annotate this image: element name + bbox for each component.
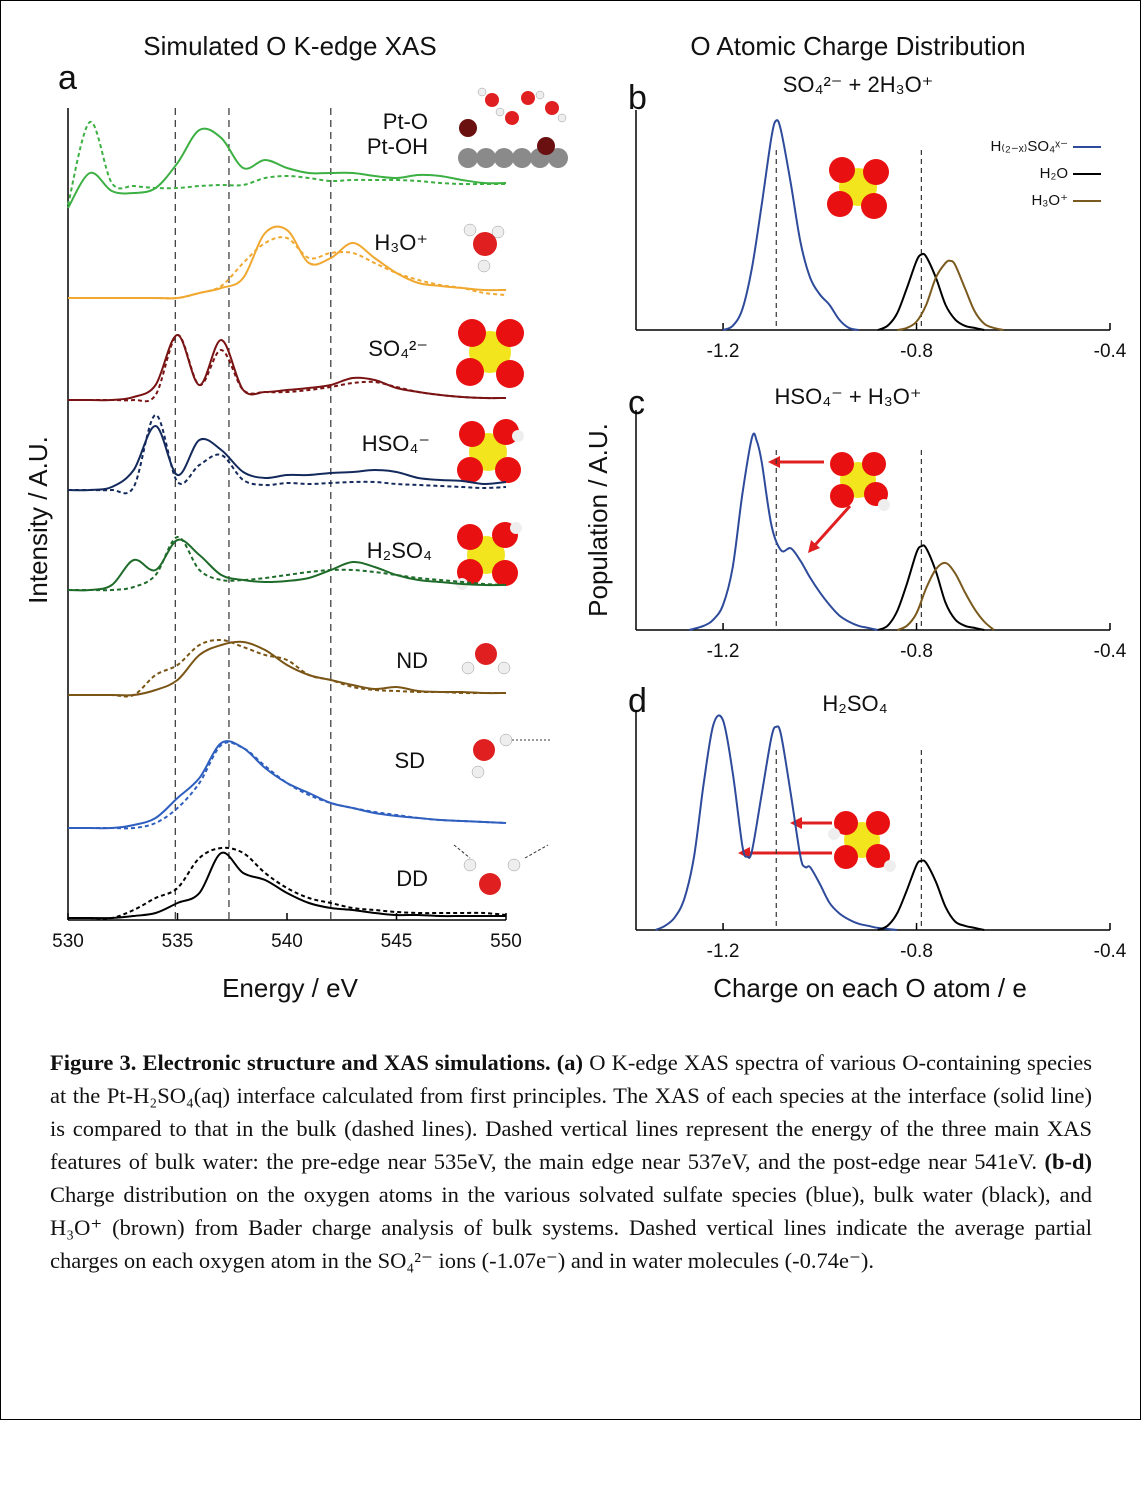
- molecule-icons: [454, 88, 896, 895]
- species-label: DD: [396, 866, 428, 891]
- sulfuric-acid-icon: [456, 522, 522, 590]
- hydronium-icon: [464, 224, 504, 272]
- distribution-line: [897, 563, 994, 630]
- bulk-spectrum: [68, 237, 506, 298]
- bulk-spectrum: [68, 640, 506, 697]
- sulfate-icon: [456, 319, 524, 388]
- panel-label: d: [628, 682, 647, 720]
- x-tick-label: 535: [162, 931, 194, 952]
- species-label: SO₄²⁻: [368, 336, 428, 361]
- species-label: Pt-O: [383, 109, 428, 134]
- figure-caption: Figure 3. Electronic structure and XAS s…: [50, 1046, 1092, 1277]
- panel-header: Simulated O K-edge XAS: [143, 31, 436, 61]
- water-icon: [472, 734, 550, 778]
- panel-title: HSO₄⁻ + H₃O⁺: [775, 384, 922, 409]
- bulk-spectrum: [68, 415, 506, 493]
- interface-spectrum: [68, 642, 506, 696]
- x-tick-label: 550: [490, 931, 522, 952]
- water-icon: [462, 643, 510, 674]
- caption-title: Electronic structure and XAS simulations…: [143, 1050, 551, 1075]
- distribution-line: [723, 120, 858, 330]
- y-axis-label: Population / A.U.: [583, 423, 613, 617]
- interface-spectrum: [68, 426, 506, 490]
- distribution-line: [878, 860, 984, 930]
- interface-spectrum: [68, 335, 506, 400]
- x-tick-label: -1.2: [707, 641, 740, 662]
- caption-text: Charge distribution on the oxygen atoms …: [50, 1182, 1092, 1273]
- interface-spectrum: [68, 540, 506, 591]
- x-axis-label: Charge on each O atom / e: [713, 973, 1027, 1003]
- figure: Simulated O K-edge XAS O Atomic Charge D…: [0, 0, 1143, 1030]
- species-label: ND: [396, 648, 428, 673]
- bulk-spectrum: [68, 335, 506, 401]
- x-tick-label: 540: [271, 931, 303, 952]
- interface-spectrum: [68, 741, 506, 828]
- legend-label: H₂O: [1040, 165, 1068, 182]
- panel-header: O Atomic Charge Distribution: [690, 31, 1025, 61]
- x-tick-label: -0.8: [900, 641, 933, 662]
- caption-part-label: (b-d): [1044, 1149, 1092, 1174]
- interface-spectrum: [68, 129, 506, 208]
- species-label: H₂SO₄: [367, 538, 432, 563]
- caption-figure-label: Figure 3.: [50, 1050, 136, 1075]
- distribution-line: [878, 545, 984, 630]
- x-tick-label: -1.2: [707, 341, 740, 362]
- caption-part-label: (a): [557, 1050, 583, 1075]
- species-label: H₃O⁺: [374, 230, 428, 255]
- interface-spectrum: [68, 853, 506, 919]
- x-tick-label: -0.8: [900, 941, 933, 962]
- bisulfate-icon: [830, 452, 890, 511]
- x-axis-label: Energy / eV: [222, 973, 359, 1003]
- legend-label: H₃O⁺: [1031, 192, 1068, 209]
- page-body: Simulated O K-edge XAS O Atomic Charge D…: [0, 0, 1143, 1498]
- x-tick-label: -0.8: [900, 341, 933, 362]
- x-tick-label: -0.4: [1094, 641, 1127, 662]
- panel-title: SO₄²⁻ + 2H₃O⁺: [783, 72, 934, 97]
- panel-title: H₂SO₄: [822, 691, 887, 716]
- species-label: Pt-OH: [367, 134, 428, 159]
- panel-label: a: [58, 59, 77, 97]
- x-tick-label: 545: [381, 931, 413, 952]
- pt-surface: [458, 88, 568, 168]
- sulfate-icon: [827, 157, 889, 219]
- y-axis-label: Intensity / A.U.: [23, 436, 53, 604]
- bisulfate-icon: [457, 419, 524, 483]
- page: Figure 3 {"chart_data": [ {"type": "line…: [0, 0, 1143, 1498]
- x-tick-label: 530: [52, 931, 84, 952]
- x-tick-label: -0.4: [1094, 941, 1127, 962]
- x-tick-label: -0.4: [1094, 341, 1127, 362]
- bulk-spectrum: [68, 848, 506, 919]
- sulfuric-acid-icon: [828, 811, 896, 872]
- legend-label: H₍₂₋ₓ₎SO₄ˣ⁻: [991, 138, 1069, 155]
- species-label: SD: [394, 748, 425, 773]
- species-label: HSO₄⁻: [362, 431, 430, 456]
- water-icon: [454, 845, 548, 895]
- panel-label: b: [628, 79, 647, 117]
- bulk-spectrum: [68, 742, 506, 828]
- x-tick-label: -1.2: [707, 941, 740, 962]
